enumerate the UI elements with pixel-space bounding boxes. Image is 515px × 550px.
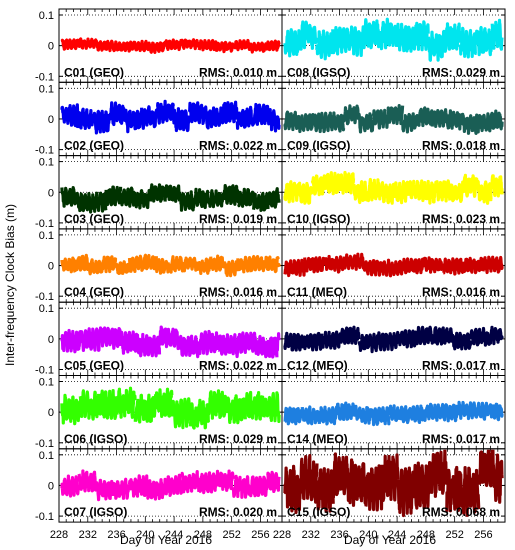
x-tick-label: 244 bbox=[388, 529, 406, 541]
x-tick-labels: 228 232 236 240 244 248 252 256 228 232 236 240 244 2… bbox=[50, 529, 493, 541]
rms-label: RMS: 0.019 m bbox=[199, 212, 277, 226]
x-tick-label: 236 bbox=[330, 529, 348, 541]
panel-c14: C14 (MEO) RMS: 0.017 m bbox=[281, 375, 506, 450]
series-line bbox=[60, 253, 281, 278]
satellite-label: C06 (IGSO) bbox=[64, 432, 127, 446]
y-tick-label: -0.1 bbox=[35, 365, 54, 377]
panel-c01: -0.1 0 0.1 C01 (GEO) RMS: 0.010 m bbox=[35, 8, 283, 83]
series-line bbox=[60, 183, 281, 214]
satellite-label: C03 (GEO) bbox=[64, 212, 124, 226]
x-tick-label: 256 bbox=[474, 529, 492, 541]
rms-label: RMS: 0.010 m bbox=[199, 65, 277, 79]
y-tick-label: 0 bbox=[48, 480, 54, 492]
y-tick-label: 0.1 bbox=[39, 10, 54, 22]
y-tick-label: 0 bbox=[48, 41, 54, 53]
satellite-label: C05 (GEO) bbox=[64, 359, 124, 373]
panel-c02: -0.1 0 0.1 C02 (GEO) RMS: 0.022 m bbox=[35, 81, 283, 157]
panel-c10: C10 (IGSO) RMS: 0.023 m bbox=[281, 155, 506, 230]
x-tick-label: 252 bbox=[222, 529, 240, 541]
x-tick-label: 248 bbox=[417, 529, 435, 541]
x-tick-label: 252 bbox=[445, 529, 463, 541]
x-tick-label: 240 bbox=[359, 529, 377, 541]
y-tick-label: -0.1 bbox=[35, 511, 54, 523]
rms-label: RMS: 0.020 m bbox=[199, 505, 277, 519]
panel-c05: -0.1 0 0.1 C05 (GEO) RMS: 0.022 m bbox=[35, 301, 283, 377]
x-tick-label: 256 bbox=[251, 529, 269, 541]
series-line bbox=[283, 170, 504, 205]
panel-c09: C09 (IGSO) RMS: 0.018 m bbox=[281, 81, 506, 157]
rms-label: RMS: 0.017 m bbox=[422, 359, 500, 373]
y-tick-label: 0.1 bbox=[39, 450, 54, 462]
rms-label: RMS: 0.029 m bbox=[199, 432, 277, 446]
y-tick-label: 0 bbox=[48, 261, 54, 273]
x-axis-title-left: Day of Year 2016 bbox=[120, 533, 212, 547]
panel-c03: -0.1 0 0.1 C03 (GEO) RMS: 0.019 m bbox=[35, 155, 283, 230]
series-line bbox=[60, 386, 281, 430]
y-tick-label: -0.1 bbox=[35, 71, 54, 83]
satellite-label: C08 (IGSO) bbox=[287, 65, 350, 79]
panel-c07: -0.1 0 0.1 C07 (IGSO) RMS: 0.020 m bbox=[35, 448, 283, 523]
x-tick-label: 232 bbox=[302, 529, 320, 541]
y-tick-label: 0.1 bbox=[39, 83, 54, 95]
panel-c06: -0.1 0 0.1 C06 (IGSO) RMS: 0.029 m bbox=[35, 375, 283, 450]
x-tick-label: 236 bbox=[107, 529, 125, 541]
y-tick-label: -0.1 bbox=[35, 438, 54, 450]
series-line bbox=[60, 99, 281, 135]
y-tick-label: 0 bbox=[48, 187, 54, 199]
y-tick-label: 0 bbox=[48, 114, 54, 126]
panels-layer: -0.1 0 0.1 C01 (GEO) RMS: 0.010 m -0.1 0 0.1 C02… bbox=[35, 8, 506, 523]
y-tick-label: 0.1 bbox=[39, 303, 54, 315]
panel-c11: C11 (MEO) RMS: 0.016 m bbox=[281, 228, 506, 303]
series-line bbox=[60, 469, 281, 502]
y-tick-label: 0.1 bbox=[39, 230, 54, 242]
series-line bbox=[283, 325, 504, 354]
series-line bbox=[60, 37, 281, 54]
satellite-label: C04 (GEO) bbox=[64, 285, 124, 299]
satellite-label: C07 (IGSO) bbox=[64, 505, 127, 519]
satellite-label: C10 (IGSO) bbox=[287, 212, 350, 226]
series-line bbox=[283, 252, 504, 278]
rms-label: RMS: 0.018 m bbox=[422, 139, 500, 153]
rms-label: RMS: 0.023 m bbox=[422, 212, 500, 226]
x-tick-label: 244 bbox=[165, 529, 183, 541]
series-line bbox=[283, 400, 504, 427]
satellite-label: C14 (MEO) bbox=[287, 432, 348, 446]
rms-label: RMS: 0.017 m bbox=[422, 432, 500, 446]
panel-c15: C15 (IGSO) RMS: 0.068 m bbox=[281, 448, 506, 523]
panel-c04: -0.1 0 0.1 C04 (GEO) RMS: 0.016 m bbox=[35, 228, 283, 303]
series-line bbox=[283, 17, 504, 62]
panel-c12: C12 (MEO) RMS: 0.017 m bbox=[281, 301, 506, 377]
x-tick-label: 240 bbox=[136, 529, 154, 541]
series-line bbox=[283, 449, 504, 518]
satellite-label: C01 (GEO) bbox=[64, 65, 124, 79]
series-line bbox=[283, 104, 504, 135]
satellite-label: C02 (GEO) bbox=[64, 139, 124, 153]
rms-label: RMS: 0.029 m bbox=[422, 65, 500, 79]
x-tick-label: 228 bbox=[50, 529, 68, 541]
x-axis-title-right: Day of Year 2016 bbox=[344, 533, 436, 547]
satellite-label: C11 (MEO) bbox=[287, 285, 347, 299]
panel-c08: C08 (IGSO) RMS: 0.029 m bbox=[281, 8, 506, 83]
satellite-label: C15 (IGSO) bbox=[287, 505, 350, 519]
satellite-label: C12 (MEO) bbox=[287, 359, 348, 373]
y-tick-label: -0.1 bbox=[35, 291, 54, 303]
rms-label: RMS: 0.022 m bbox=[199, 359, 277, 373]
satellite-label: C09 (IGSO) bbox=[287, 139, 350, 153]
y-tick-label: -0.1 bbox=[35, 218, 54, 230]
rms-label: RMS: 0.016 m bbox=[199, 285, 277, 299]
x-tick-label: 232 bbox=[79, 529, 97, 541]
rms-label: RMS: 0.016 m bbox=[422, 285, 500, 299]
y-tick-label: 0 bbox=[48, 334, 54, 346]
rms-label: RMS: 0.022 m bbox=[199, 139, 277, 153]
series-line bbox=[60, 325, 281, 359]
y-tick-label: 0 bbox=[48, 407, 54, 419]
rms-label: RMS: 0.068 m bbox=[422, 505, 500, 519]
x-tick-label: 228 bbox=[273, 529, 291, 541]
y-tick-label: -0.1 bbox=[35, 145, 54, 157]
y-tick-label: 0.1 bbox=[39, 157, 54, 169]
x-tick-label: 248 bbox=[194, 529, 212, 541]
y-tick-label: 0.1 bbox=[39, 377, 54, 389]
y-axis-title: Inter-frequency Clock Bias (m) bbox=[3, 204, 17, 366]
